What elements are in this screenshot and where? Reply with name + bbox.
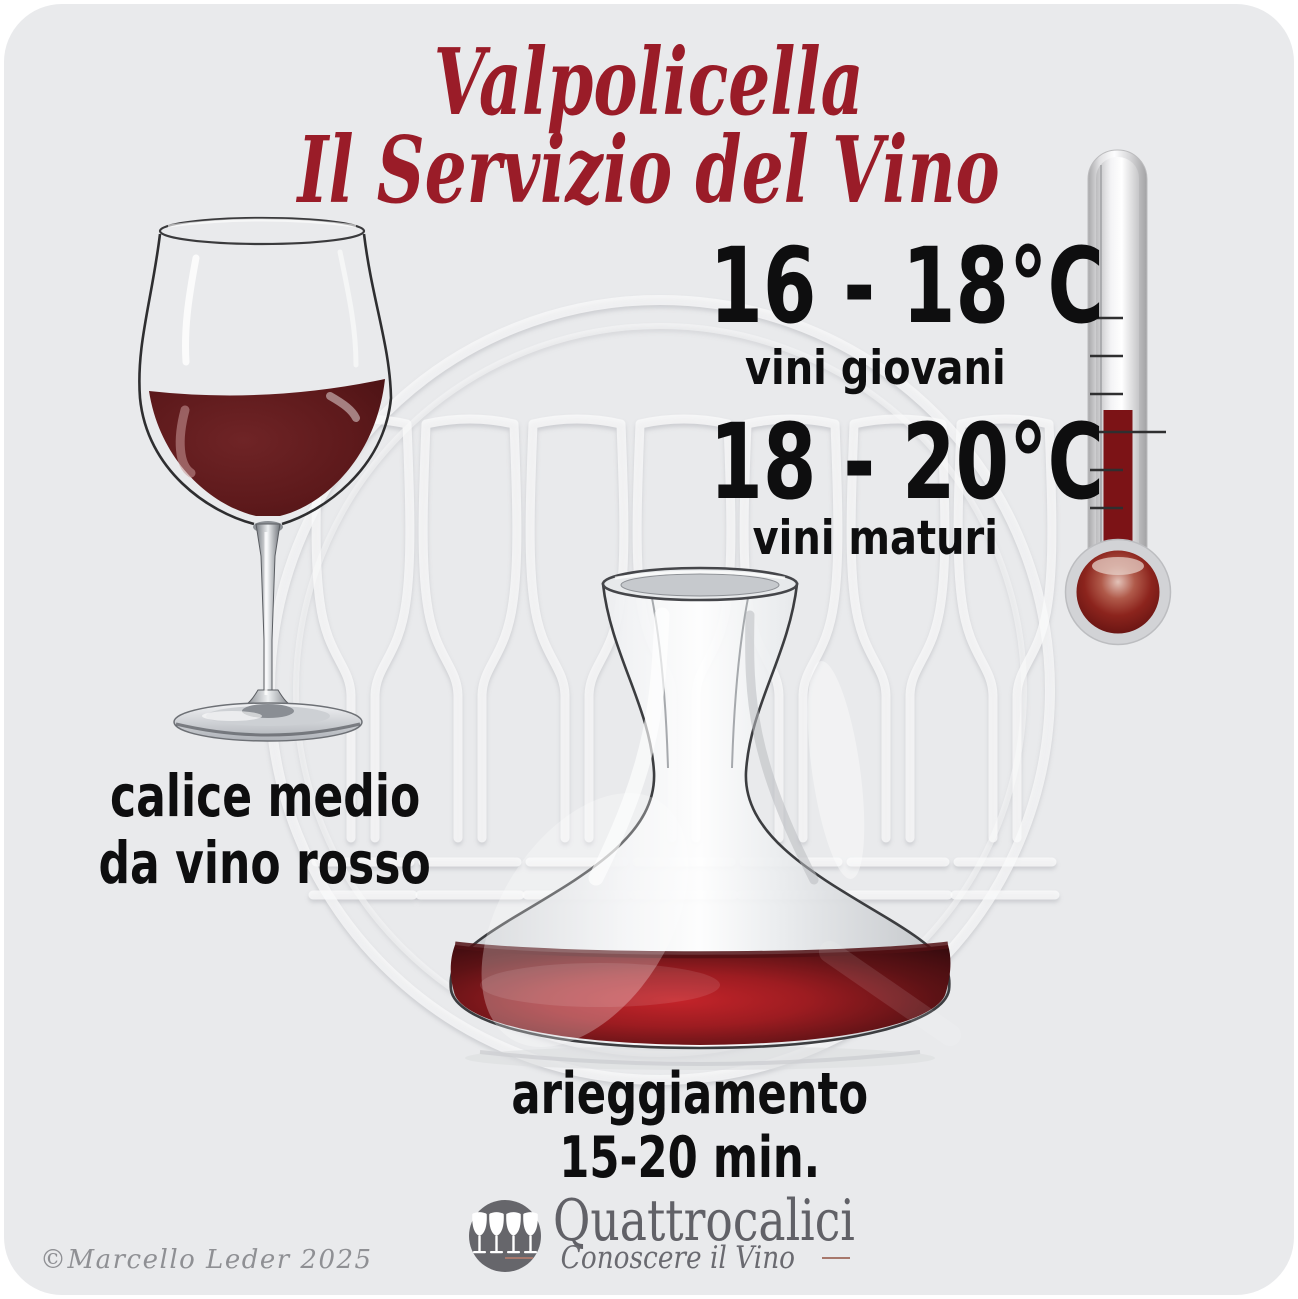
tagline-right-dash bbox=[822, 1257, 850, 1259]
brand-wordmark: Quattrocalici bbox=[553, 1188, 855, 1254]
tagline-left-dash bbox=[505, 1257, 533, 1259]
temperature-young-label: vini giovani bbox=[744, 341, 1006, 396]
page-title-line1: Valpolicella bbox=[434, 28, 864, 136]
wine-glass-icon bbox=[138, 216, 393, 742]
page-title-line2: Il Servizio del Vino bbox=[297, 116, 1001, 224]
thermometer-icon bbox=[1064, 149, 1172, 646]
artwork-layer bbox=[138, 149, 1172, 1085]
quattrocalici-logo-icon bbox=[469, 1200, 541, 1272]
glass-caption: calice medio da vino rosso bbox=[98, 762, 432, 897]
temperature-mature-range: 18 - 20°C bbox=[709, 401, 1105, 523]
decanter-caption: arieggiamento 15-20 min. bbox=[511, 1061, 869, 1191]
infographic-card bbox=[4, 4, 1294, 1295]
decanter-icon bbox=[449, 566, 961, 1070]
brand-tagline: Conoscere il Vino bbox=[505, 1240, 850, 1276]
copyright-text: ©Marcello Leder 2025 bbox=[40, 1245, 373, 1275]
temperature-young-range: 16 - 18°C bbox=[709, 225, 1105, 347]
temperature-mature-label: vini maturi bbox=[752, 511, 998, 566]
